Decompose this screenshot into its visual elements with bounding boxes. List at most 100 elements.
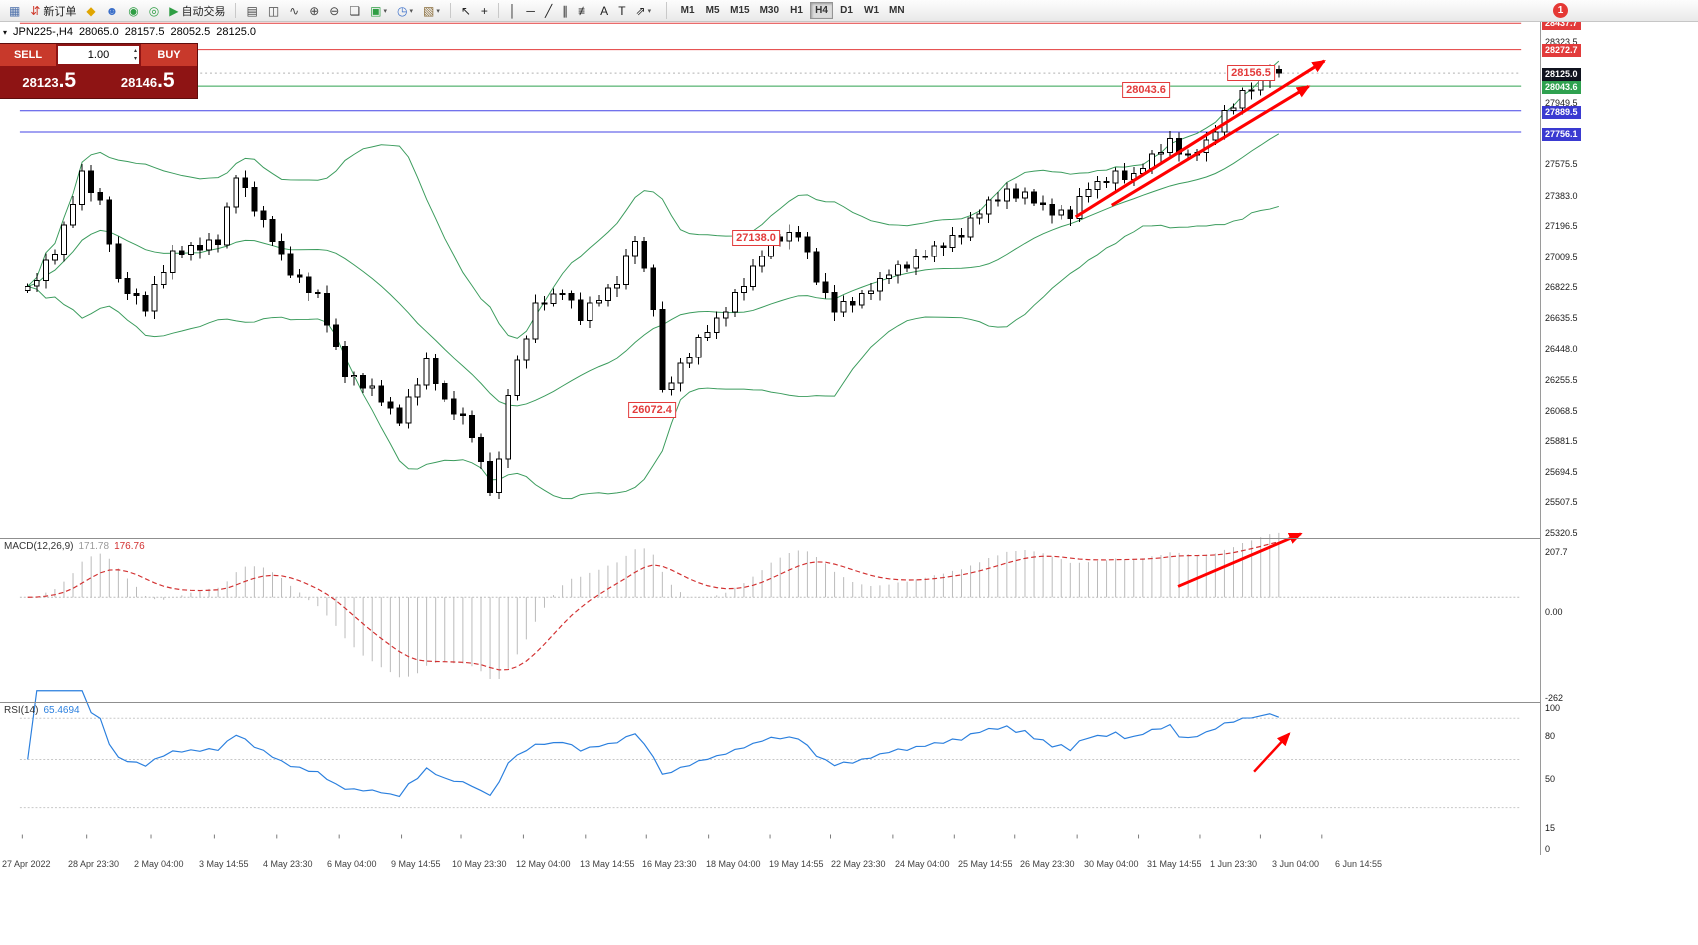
time-axis-label: 3 Jun 04:00 xyxy=(1272,859,1320,869)
price-callout[interactable]: 26072.4 xyxy=(628,402,676,418)
time-axis-label: 18 May 04:00 xyxy=(706,859,761,869)
rsi-name: RSI(14) xyxy=(4,705,39,716)
dropdown-caret-icon[interactable]: ▾ xyxy=(647,7,652,15)
panel-divider[interactable] xyxy=(0,702,1583,703)
rsi-axis-tick: 100 xyxy=(1545,703,1561,713)
tile-windows-icon[interactable]: ❏ xyxy=(345,2,364,20)
crosshair-icon-glyph: + xyxy=(480,3,488,18)
timeframe-d1-button[interactable]: D1 xyxy=(840,5,853,16)
autotrading-icon: ▶ xyxy=(169,3,179,18)
autotrading-button[interactable]: ▶ 自动交易 xyxy=(165,2,229,20)
price-axis-tick: 25694.5 xyxy=(1545,466,1578,477)
metaeditor-icon[interactable]: ◆ xyxy=(82,2,99,20)
price-callout[interactable]: 27138.0 xyxy=(732,230,780,246)
stepper-down-icon[interactable]: ▾ xyxy=(133,56,137,63)
bar-chart-icon[interactable]: ▤ xyxy=(242,2,261,20)
zoom-in-icon[interactable]: ⊕ xyxy=(305,2,323,20)
time-axis-label: 9 May 14:55 xyxy=(391,859,441,869)
crosshair-icon[interactable]: + xyxy=(477,2,492,20)
volume-stepper[interactable]: ▴ ▾ xyxy=(134,47,137,64)
high-value: 28157.5 xyxy=(124,26,165,38)
periods-dropdown[interactable]: ◷ ▾ xyxy=(393,2,417,20)
one-click-collapse-icon[interactable]: ▾ xyxy=(3,27,8,37)
time-axis-label: 13 May 14:55 xyxy=(580,859,635,869)
line-chart-icon[interactable]: ∿ xyxy=(285,2,303,20)
buy-button[interactable]: BUY xyxy=(141,44,197,66)
macd-name: MACD(12,26,9) xyxy=(4,541,74,552)
price-axis-tick: 26448.0 xyxy=(1545,343,1578,354)
timeframe-m1-button[interactable]: M1 xyxy=(680,5,695,16)
candlestick-chart-icon[interactable]: ◫ xyxy=(264,2,283,20)
metaeditor-icon-glyph: ◆ xyxy=(86,3,96,18)
macd-main-value: 171.78 xyxy=(78,541,110,552)
community-icon[interactable]: ☻ xyxy=(102,2,123,20)
notification-badge[interactable]: 1 xyxy=(1553,3,1568,18)
periods-dropdown-glyph: ◷ xyxy=(396,3,408,18)
volume-value: 1.00 xyxy=(87,49,110,61)
dropdown-caret-icon[interactable]: ▾ xyxy=(383,7,387,15)
panel-divider[interactable] xyxy=(0,538,1583,539)
toolbar-separator xyxy=(449,3,451,18)
sell-button[interactable]: SELL xyxy=(0,44,56,66)
market-icon[interactable]: ◉ xyxy=(124,2,142,20)
fibonacci-icon[interactable]: ≢ xyxy=(574,2,594,20)
cursor-icon[interactable]: ↖ xyxy=(457,2,475,20)
toolbar-items: ▦ ⇵ 新订单 ◆ ☻ ◉ ◎ ▶ 自动交易 ▤ ◫ ∿ ⊕ ⊖ ❏ ▣ ▾ ◷ ▾ ▧ ▾ ↖ + │ ─ ╱ ∥ ≢ A T ⇗ ▾ xyxy=(4,2,656,20)
time-axis-label: 4 May 23:30 xyxy=(263,859,313,869)
time-axis-label: 6 Jun 14:55 xyxy=(1335,859,1383,869)
dropdown-caret-icon[interactable]: ▾ xyxy=(409,7,413,15)
new-order-button[interactable]: ⇵ 新订单 xyxy=(26,2,80,20)
low-value: 28052.5 xyxy=(170,26,211,38)
macd-axis-min: -262 xyxy=(1545,693,1564,703)
toolbar-separator xyxy=(497,3,499,18)
sell-price[interactable]: 28123.5 xyxy=(22,69,77,92)
timeframe-mn-button[interactable]: MN xyxy=(889,5,905,16)
timeframe-w1-button[interactable]: W1 xyxy=(864,5,880,16)
new-order-button-label: 新订单 xyxy=(43,5,77,18)
buy-price[interactable]: 28146.5 xyxy=(120,69,175,92)
timeframe-h1-button[interactable]: H1 xyxy=(790,5,803,16)
timeframe-m5-button[interactable]: M5 xyxy=(705,5,720,16)
time-axis-label: 12 May 04:00 xyxy=(516,859,571,869)
channel-icon[interactable]: ∥ xyxy=(558,2,572,20)
price-chart[interactable] xyxy=(0,22,1583,875)
price-callout[interactable]: 28156.5 xyxy=(1227,65,1275,81)
autotrading-button-label: 自动交易 xyxy=(181,5,226,18)
price-axis-border xyxy=(1540,22,1541,875)
timeframe-h4-button[interactable]: H4 xyxy=(810,2,834,19)
volume-input[interactable]: 1.00 ▴ ▾ xyxy=(58,46,139,64)
time-axis-label: 26 May 23:30 xyxy=(1020,859,1075,869)
horizontal-line-icon[interactable]: ─ xyxy=(522,2,539,20)
charts-window-icon[interactable]: ▦ xyxy=(5,2,24,20)
zoom-in-icon-glyph: ⊕ xyxy=(309,3,320,18)
templates-dropdown[interactable]: ▧ ▾ xyxy=(419,2,444,20)
trendline-icon[interactable]: ╱ xyxy=(541,2,556,20)
arrows-dropdown-glyph: ⇗ xyxy=(635,3,646,18)
label-icon[interactable]: T xyxy=(614,2,629,20)
timeframe-m30-button[interactable]: M30 xyxy=(759,5,780,16)
price-axis[interactable]: 28323.5 27949.5 27575.5 27383.0 27196.5 27009… xyxy=(1541,16,1598,875)
price-axis-tick: 26068.5 xyxy=(1545,405,1578,416)
price-axis-tick: 25507.5 xyxy=(1545,497,1578,508)
price-axis-tick: 26635.5 xyxy=(1545,312,1578,323)
time-axis-label: 19 May 14:55 xyxy=(769,859,824,869)
text-icon[interactable]: A xyxy=(596,2,612,20)
signals-icon[interactable]: ◎ xyxy=(145,2,163,20)
macd-signal-value: 176.76 xyxy=(114,541,145,552)
price-callout[interactable]: 28043.6 xyxy=(1122,82,1170,98)
vertical-line-icon[interactable]: │ xyxy=(505,2,521,20)
timeframe-m15-button[interactable]: M15 xyxy=(730,5,750,16)
macd-axis-max: 207.7 xyxy=(1545,547,1568,557)
new-chart-dropdown[interactable]: ▣ ▾ xyxy=(366,2,391,20)
time-axis[interactable]: 27 Apr 2022 28 Apr 23:30 2 May 04:00 3 May … xyxy=(0,855,1583,875)
vertical-line-icon-glyph: │ xyxy=(508,3,517,18)
stepper-up-icon[interactable]: ▴ xyxy=(133,48,137,54)
time-axis-label: 1 Jun 23:30 xyxy=(1210,859,1258,869)
rsi-label: RSI(14) 65.4694 xyxy=(4,705,80,716)
price-axis-tick: 25320.5 xyxy=(1545,528,1578,538)
dropdown-caret-icon[interactable]: ▾ xyxy=(436,7,440,15)
price-axis-marker: 28272.7 xyxy=(1542,43,1581,57)
arrows-dropdown[interactable]: ⇗ ▾ xyxy=(632,2,656,20)
charts-window-icon-glyph: ▦ xyxy=(9,3,21,18)
zoom-out-icon[interactable]: ⊖ xyxy=(325,2,343,20)
